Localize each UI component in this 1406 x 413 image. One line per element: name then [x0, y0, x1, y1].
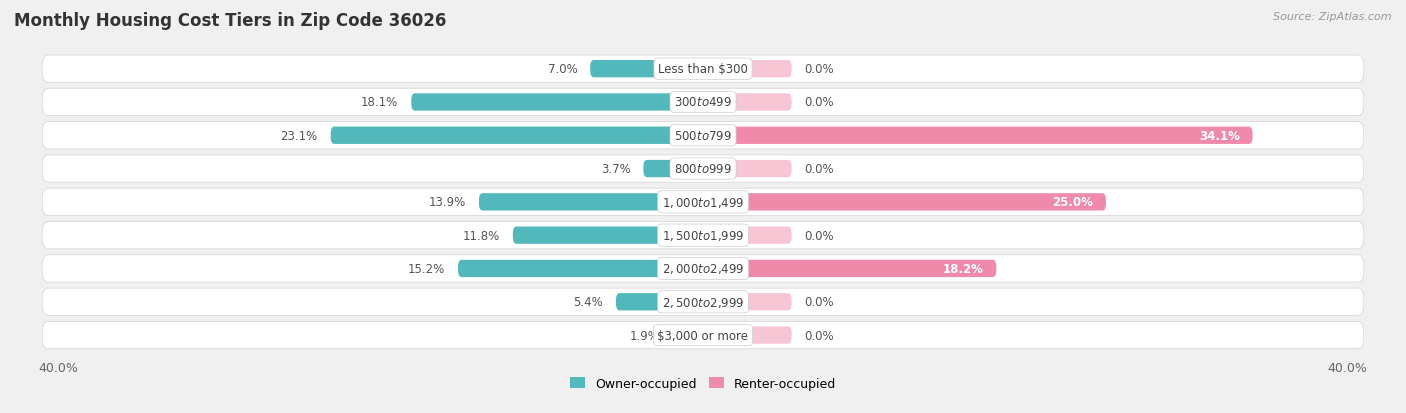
Text: $2,000 to $2,499: $2,000 to $2,499	[662, 262, 744, 276]
FancyBboxPatch shape	[42, 122, 1364, 150]
Text: 7.0%: 7.0%	[547, 63, 578, 76]
FancyBboxPatch shape	[672, 327, 703, 344]
FancyBboxPatch shape	[412, 94, 703, 112]
Text: Less than $300: Less than $300	[658, 63, 748, 76]
FancyBboxPatch shape	[42, 56, 1364, 83]
FancyBboxPatch shape	[703, 227, 792, 244]
Legend: Owner-occupied, Renter-occupied: Owner-occupied, Renter-occupied	[565, 372, 841, 395]
FancyBboxPatch shape	[458, 260, 703, 278]
FancyBboxPatch shape	[42, 156, 1364, 183]
Text: $1,500 to $1,999: $1,500 to $1,999	[662, 229, 744, 242]
Text: 34.1%: 34.1%	[1199, 129, 1240, 142]
Text: $2,500 to $2,999: $2,500 to $2,999	[662, 295, 744, 309]
FancyBboxPatch shape	[703, 161, 792, 178]
Text: 5.4%: 5.4%	[574, 296, 603, 309]
Text: 3.7%: 3.7%	[600, 163, 630, 176]
FancyBboxPatch shape	[703, 260, 997, 278]
Text: $1,000 to $1,499: $1,000 to $1,499	[662, 195, 744, 209]
Text: 25.0%: 25.0%	[1052, 196, 1092, 209]
Text: 15.2%: 15.2%	[408, 262, 446, 275]
FancyBboxPatch shape	[330, 127, 703, 145]
FancyBboxPatch shape	[513, 227, 703, 244]
Text: 11.8%: 11.8%	[463, 229, 501, 242]
Text: Source: ZipAtlas.com: Source: ZipAtlas.com	[1274, 12, 1392, 22]
FancyBboxPatch shape	[42, 222, 1364, 249]
Text: $300 to $499: $300 to $499	[673, 96, 733, 109]
FancyBboxPatch shape	[42, 189, 1364, 216]
Text: Monthly Housing Cost Tiers in Zip Code 36026: Monthly Housing Cost Tiers in Zip Code 3…	[14, 12, 447, 30]
Text: 0.0%: 0.0%	[804, 96, 834, 109]
Text: $800 to $999: $800 to $999	[673, 163, 733, 176]
FancyBboxPatch shape	[591, 61, 703, 78]
FancyBboxPatch shape	[703, 94, 792, 112]
FancyBboxPatch shape	[42, 89, 1364, 116]
FancyBboxPatch shape	[703, 293, 792, 311]
Text: 0.0%: 0.0%	[804, 63, 834, 76]
Text: 1.9%: 1.9%	[630, 329, 659, 342]
FancyBboxPatch shape	[644, 161, 703, 178]
FancyBboxPatch shape	[616, 293, 703, 311]
Text: 18.2%: 18.2%	[942, 262, 983, 275]
FancyBboxPatch shape	[703, 127, 1253, 145]
Text: 0.0%: 0.0%	[804, 229, 834, 242]
Text: $500 to $799: $500 to $799	[673, 129, 733, 142]
FancyBboxPatch shape	[479, 194, 703, 211]
Text: 23.1%: 23.1%	[281, 129, 318, 142]
FancyBboxPatch shape	[703, 327, 792, 344]
FancyBboxPatch shape	[703, 61, 792, 78]
Text: 18.1%: 18.1%	[361, 96, 398, 109]
Text: 0.0%: 0.0%	[804, 163, 834, 176]
Text: 13.9%: 13.9%	[429, 196, 465, 209]
Text: 0.0%: 0.0%	[804, 296, 834, 309]
Text: 0.0%: 0.0%	[804, 329, 834, 342]
Text: $3,000 or more: $3,000 or more	[658, 329, 748, 342]
FancyBboxPatch shape	[42, 288, 1364, 316]
FancyBboxPatch shape	[703, 194, 1107, 211]
FancyBboxPatch shape	[42, 322, 1364, 349]
FancyBboxPatch shape	[42, 255, 1364, 282]
